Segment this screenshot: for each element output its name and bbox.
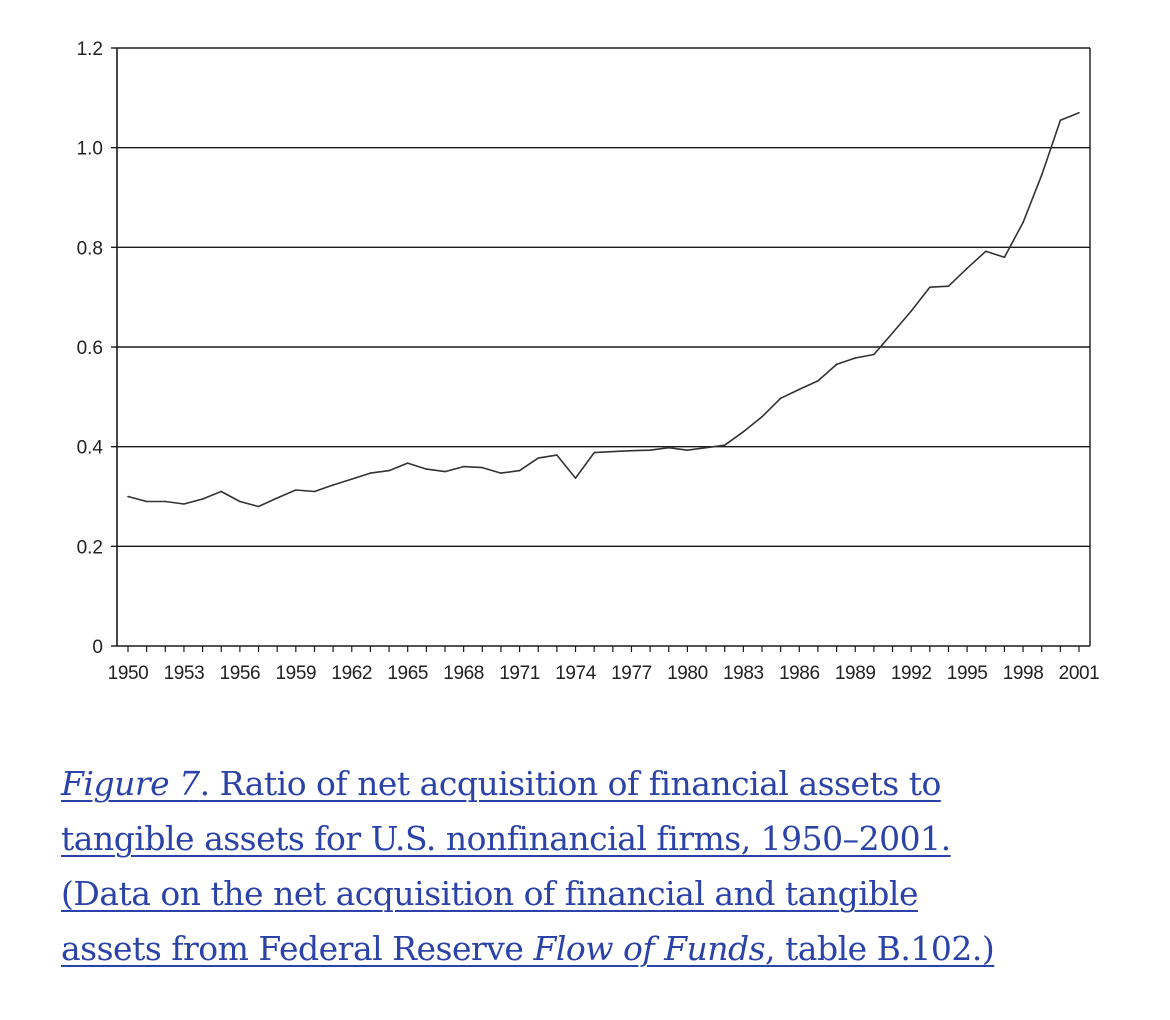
- series-group: [127, 111, 1080, 508]
- data-point: [276, 497, 278, 499]
- data-point: [630, 449, 633, 452]
- x-tick-label: 1956: [220, 663, 261, 684]
- data-point: [873, 353, 875, 356]
- caption-line-4-end: , table B.102.): [765, 929, 995, 968]
- data-point: [966, 267, 968, 270]
- x-tick-label: 1989: [835, 663, 876, 684]
- figure-caption[interactable]: Figure 7. Ratio of net acquisition of fi…: [61, 756, 1121, 976]
- x-tick-label: 1992: [891, 663, 932, 684]
- data-point: [500, 472, 502, 474]
- y-tick-label: 0: [92, 637, 103, 658]
- caption-line-2: tangible assets for U.S. nonfinancial fi…: [61, 819, 951, 858]
- x-tick-label: 1974: [555, 663, 597, 684]
- y-axis-tick-labels: 0 0.2 0.4 0.6 0.8 1.0 1.2: [77, 39, 104, 658]
- figure-label: Figure 7: [61, 764, 200, 803]
- data-point: [686, 449, 689, 451]
- source-title: Flow of Funds: [533, 929, 766, 968]
- data-point: [910, 310, 912, 312]
- data-point: [593, 451, 595, 454]
- gridlines: [117, 47, 1090, 548]
- x-tick-label: 2001: [1059, 663, 1100, 684]
- data-point: [406, 462, 409, 464]
- data-point: [220, 490, 223, 493]
- caption-line-4-start: assets from Federal Reserve: [61, 929, 534, 968]
- data-point: [350, 478, 353, 480]
- x-tick-label: 1977: [611, 663, 652, 684]
- data-point: [145, 500, 148, 503]
- x-tick-label: 1953: [164, 663, 205, 684]
- y-tick-label: 1.0: [77, 139, 103, 160]
- data-point: [444, 470, 446, 473]
- data-point: [761, 415, 763, 418]
- y-tick-label: 0.6: [77, 338, 103, 359]
- data-point: [239, 500, 241, 503]
- data-point: [891, 332, 894, 334]
- data-point: [1078, 111, 1080, 114]
- data-point: [1040, 174, 1043, 176]
- caption-line-1: Figure 7. Ratio of net acquisition of fi…: [61, 756, 1121, 811]
- data-point: [537, 457, 540, 459]
- data-point: [649, 449, 651, 451]
- data-point: [779, 397, 782, 400]
- caption-line-4: assets from Federal Reserve Flow of Fund…: [61, 921, 1121, 976]
- data-point: [947, 285, 950, 288]
- x-tick-label: 1983: [723, 663, 764, 684]
- data-point: [425, 468, 428, 470]
- data-point: [369, 472, 372, 474]
- data-point: [798, 388, 801, 391]
- data-point: [705, 446, 707, 449]
- data-point: [518, 469, 521, 472]
- y-tick-label: 1.2: [77, 39, 103, 60]
- data-point: [835, 363, 838, 366]
- x-tick-label: 1986: [779, 663, 820, 684]
- data-point: [127, 495, 129, 498]
- line-chart: 0 0.2 0.4 0.6 0.8 1.0 1.2 1950 1953 1956 1959 1962…: [77, 39, 1100, 684]
- data-point: [295, 489, 297, 491]
- data-point: [1059, 119, 1062, 122]
- x-tick-label: 1971: [499, 663, 540, 684]
- data-point: [481, 466, 484, 469]
- data-point: [574, 477, 577, 479]
- data-point: [1022, 221, 1024, 224]
- data-point: [1003, 256, 1006, 259]
- data-point: [164, 500, 167, 503]
- y-tick-label: 0.8: [77, 238, 103, 259]
- x-axis-tick-labels: 1950 1953 1956 1959 1962 1965 1968 1971 1974 1977…: [108, 663, 1100, 684]
- data-point: [332, 484, 334, 486]
- x-tick-label: 1995: [947, 663, 988, 684]
- data-point: [556, 454, 558, 456]
- axes: [111, 47, 1091, 652]
- data-point: [667, 446, 670, 449]
- data-point: [984, 250, 987, 253]
- x-tick-label: 1968: [443, 663, 484, 684]
- x-tick-label: 1962: [331, 663, 372, 684]
- data-point: [257, 505, 260, 508]
- caption-line-3: (Data on the net acquisition of financia…: [61, 874, 919, 913]
- x-tick-label: 1959: [275, 663, 316, 684]
- data-point: [854, 357, 857, 359]
- x-tick-label: 1998: [1003, 663, 1044, 684]
- y-tick-label: 0.2: [77, 537, 103, 558]
- series-line: [127, 112, 1080, 508]
- data-point: [817, 380, 819, 382]
- data-point: [313, 490, 316, 493]
- y-tick-label: 0.4: [77, 438, 104, 459]
- data-point: [183, 503, 185, 505]
- data-point: [201, 498, 204, 500]
- x-tick-label: 1980: [667, 663, 708, 684]
- x-tick-label: 1950: [108, 663, 149, 684]
- data-point: [742, 430, 745, 433]
- data-point: [929, 286, 931, 289]
- x-tick-label: 1965: [387, 663, 428, 684]
- data-point: [612, 450, 614, 453]
- caption-line-1-text: . Ratio of net acquisition of financial …: [199, 764, 942, 803]
- data-point: [462, 465, 465, 468]
- data-point: [388, 469, 390, 472]
- data-point: [723, 444, 726, 446]
